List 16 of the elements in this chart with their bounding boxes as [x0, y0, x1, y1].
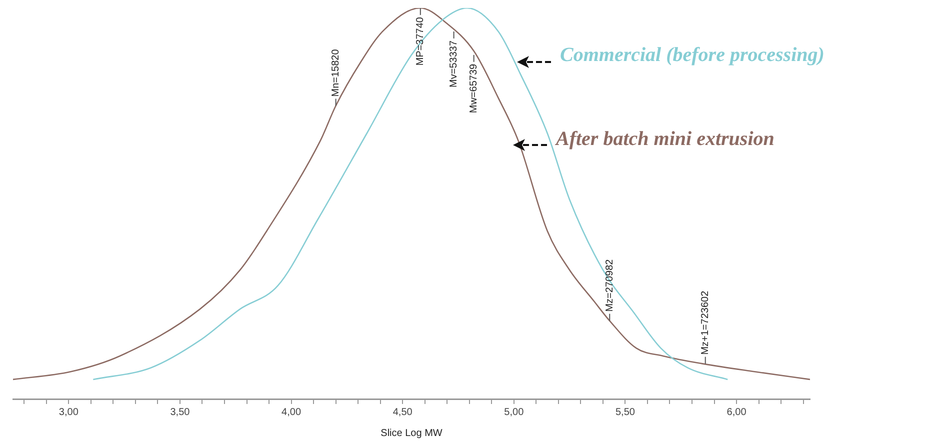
series-label: Commercial (before processing): [560, 44, 824, 67]
annotation: Mn=15820: [330, 48, 342, 97]
x-tick-label: 4,50: [392, 406, 413, 418]
x-axis-title: Slice Log MW: [380, 428, 443, 439]
x-tick-label: 6,00: [726, 406, 747, 418]
x-tick-label: 5,50: [615, 406, 636, 418]
annotation: Mv=53337: [448, 40, 460, 88]
x-tick-label: 3,50: [170, 406, 190, 418]
annotation: Mw=65739: [468, 63, 480, 114]
annotation: Mz+1=723602: [700, 290, 712, 355]
x-tick-label: 5,00: [504, 406, 524, 418]
x-tick-label: 3,00: [58, 406, 79, 418]
x-tick-label: 4,00: [282, 406, 302, 418]
annotation: MP=37740: [415, 16, 426, 66]
series-label: After batch mini extrusion: [556, 128, 774, 151]
annotation: Mz=270982: [604, 258, 616, 312]
